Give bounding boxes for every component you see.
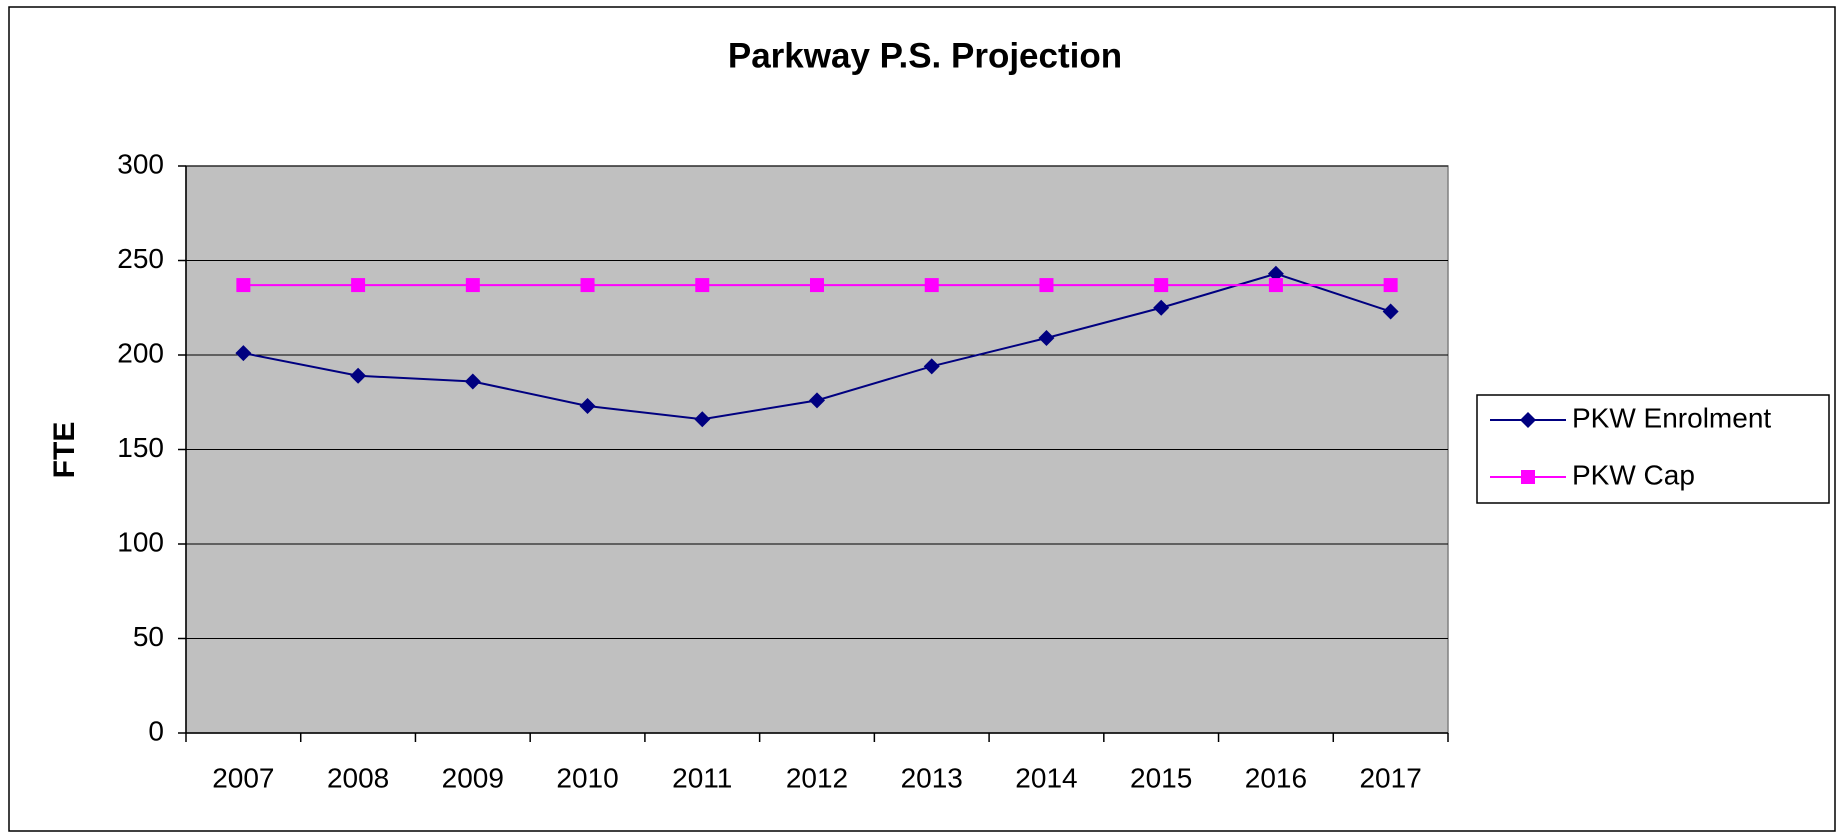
y-tick-label: 300: [117, 148, 164, 179]
y-tick-label: 0: [148, 715, 164, 746]
marker: [1038, 329, 1055, 346]
marker: [351, 278, 366, 293]
marker: [1154, 278, 1169, 293]
x-tick-label: 2011: [672, 762, 732, 793]
x-tick-label: 2013: [901, 762, 963, 793]
y-tick-label: 50: [133, 621, 164, 652]
x-tick-label: 2007: [212, 762, 274, 793]
x-tick-label: 2017: [1359, 762, 1421, 793]
marker: [1268, 278, 1283, 293]
marker: [465, 278, 480, 293]
marker: [809, 392, 825, 409]
x-tick-label: 2012: [786, 762, 848, 793]
legend-label: PKW Enrolment: [1572, 402, 1771, 433]
marker: [1382, 303, 1399, 320]
x-tick-label: 2015: [1130, 762, 1192, 793]
marker: [695, 278, 710, 293]
marker: [1267, 265, 1284, 282]
marker: [1521, 470, 1535, 484]
y-tick-label: 100: [117, 526, 164, 557]
marker: [235, 345, 252, 362]
marker: [810, 278, 824, 293]
marker: [464, 373, 481, 390]
marker: [579, 398, 596, 415]
legend: [1476, 394, 1830, 504]
marker: [236, 278, 251, 293]
y-tick-label: 200: [117, 337, 164, 368]
x-tick-label: 2014: [1015, 762, 1077, 793]
x-tick-label: 2016: [1245, 762, 1307, 793]
marker: [1039, 278, 1054, 293]
marker: [924, 278, 939, 293]
marker: [1520, 412, 1536, 428]
legend-label: PKW Cap: [1572, 459, 1695, 490]
y-axis-label: FTE: [48, 422, 81, 479]
y-tick-label: 250: [117, 243, 164, 274]
marker: [580, 278, 595, 293]
x-tick-label: 2009: [442, 762, 504, 793]
chart-title: Parkway P.S. Projection: [728, 36, 1122, 75]
x-tick-label: 2008: [327, 762, 389, 793]
y-tick-label: 150: [117, 432, 164, 463]
marker: [1153, 299, 1170, 316]
x-tick-label: 2010: [556, 762, 618, 793]
marker: [350, 367, 367, 384]
marker: [1383, 278, 1398, 293]
marker: [694, 411, 711, 428]
marker: [923, 358, 940, 375]
